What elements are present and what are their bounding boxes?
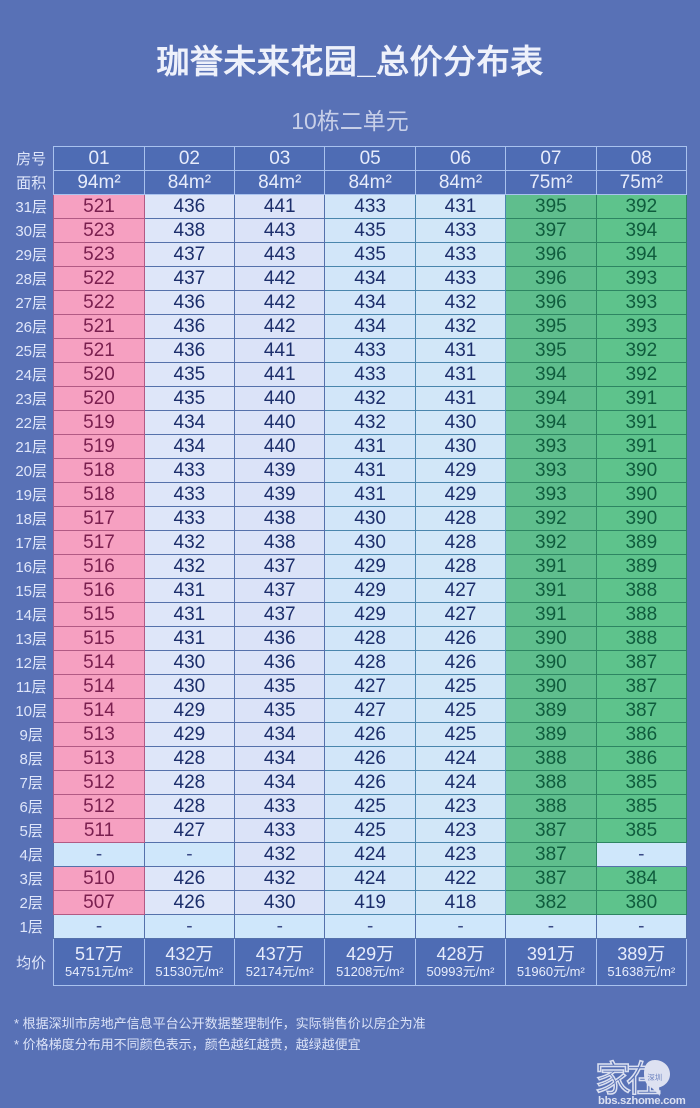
svg-text:深圳: 深圳 xyxy=(648,1073,663,1082)
svg-text:bbs.szhome.com: bbs.szhome.com xyxy=(598,1095,686,1107)
